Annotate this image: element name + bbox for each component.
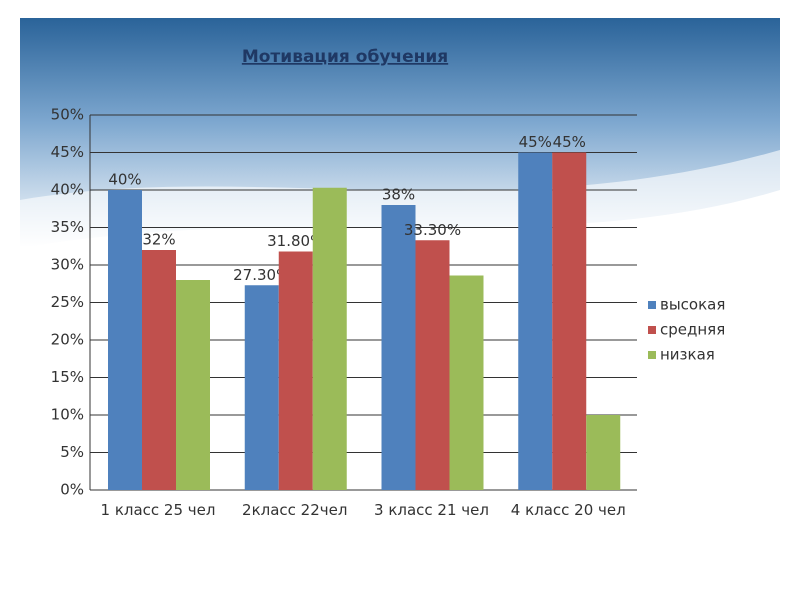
bar	[449, 275, 484, 490]
y-tick-label: 15%	[51, 368, 84, 386]
legend-label: высокая	[660, 296, 725, 314]
y-tick-label: 25%	[51, 293, 84, 311]
x-tick-label: 1 класс 25 чел	[100, 501, 216, 519]
bar	[518, 152, 553, 490]
legend-swatch	[648, 301, 656, 309]
wave	[20, 190, 780, 260]
bar	[312, 187, 347, 490]
bar	[278, 251, 313, 490]
bar	[552, 152, 587, 490]
data-label: 31.80%	[267, 232, 324, 250]
data-label: 45%	[519, 133, 552, 151]
y-tick-label: 10%	[51, 406, 84, 424]
y-tick-label: 20%	[51, 331, 84, 349]
data-label: 33.30%	[404, 221, 461, 239]
data-label: 32%	[142, 231, 175, 249]
y-tick-label: 0%	[60, 481, 84, 499]
bar	[108, 190, 142, 490]
x-tick-label: 3 класс 21 чел	[374, 501, 489, 519]
bar	[381, 205, 416, 490]
data-label: 27.30%	[233, 266, 290, 284]
y-tick-label: 35%	[51, 218, 84, 236]
legend-label: низкая	[660, 346, 715, 364]
chart-title: Мотивация обучения	[242, 47, 448, 67]
data-label: 38%	[382, 186, 415, 204]
y-tick-label: 30%	[51, 256, 84, 274]
data-label: 45%	[553, 133, 586, 151]
bar	[176, 280, 210, 490]
y-tick-label: 45%	[51, 143, 84, 161]
legend-swatch	[648, 326, 656, 334]
bar	[142, 250, 176, 490]
x-tick-label: 2класс 22чел	[242, 501, 348, 519]
y-tick-label: 50%	[51, 106, 84, 124]
x-tick-label: 4 класс 20 чел	[510, 501, 626, 519]
data-label: 40%	[108, 171, 141, 189]
legend-label: средняя	[660, 321, 725, 339]
bar	[244, 285, 279, 490]
bar	[586, 415, 621, 490]
y-tick-label: 5%	[60, 443, 84, 461]
bar	[415, 240, 450, 490]
legend-swatch	[648, 351, 656, 359]
y-tick-label: 40%	[51, 181, 84, 199]
